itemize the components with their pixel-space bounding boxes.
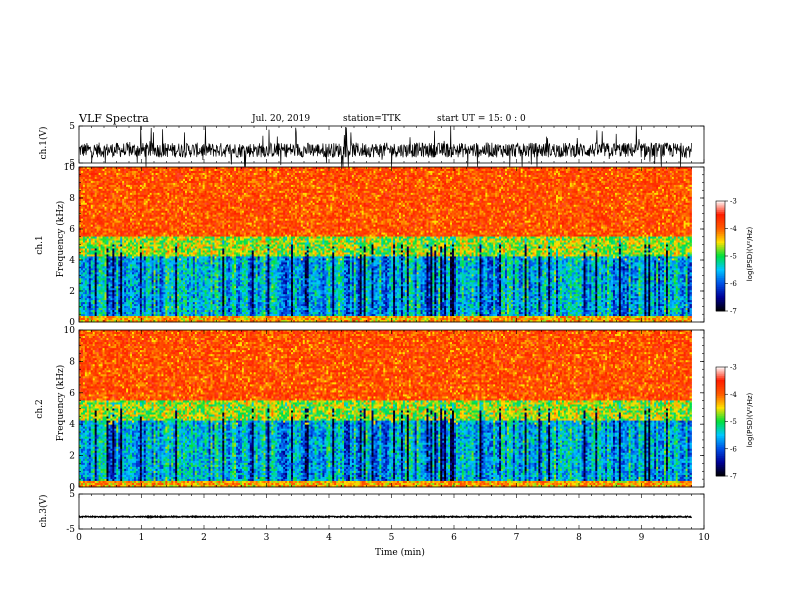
x-axis-label: Time (min) <box>375 548 425 558</box>
ch3-y-label: ch.3(V) <box>39 481 49 541</box>
colorbar-1-tick-3: -6 <box>730 280 737 288</box>
colorbar-2-tick-4: -7 <box>730 473 737 481</box>
x-tick-9: 9 <box>639 533 645 543</box>
ch3-waveform-trace <box>79 516 692 517</box>
ch1-waveform-tick-0: 5 <box>69 122 75 132</box>
ch3-waveform-tick-0: 5 <box>69 490 75 500</box>
time-axis: 0 1 2 3 4 5 6 7 8 9 10 <box>76 533 710 543</box>
colorbar-2-tick-1: -4 <box>730 391 737 399</box>
x-tick-4: 4 <box>326 533 332 543</box>
ch1-y-label: ch.1(V) <box>39 113 49 173</box>
spec2-tick-5: 10 <box>64 326 76 336</box>
colorbar-1-tick-2: -5 <box>730 253 737 261</box>
spec2-tick-2: 4 <box>69 420 75 430</box>
x-tick-10: 10 <box>698 533 710 543</box>
colorbar-1-tick-1: -4 <box>730 225 737 233</box>
x-tick-5: 5 <box>389 533 395 543</box>
x-tick-0: 0 <box>76 533 82 543</box>
spec1-cells <box>79 167 692 322</box>
x-tick-8: 8 <box>576 533 582 543</box>
ch3-waveform-frame <box>79 494 704 529</box>
colorbar-1-tick-0: -3 <box>730 198 737 206</box>
colorbar-2: -3 -4 -5 -6 -7 <box>716 364 737 481</box>
ch1-waveform-panel: 5-5 <box>66 122 704 169</box>
spec1-tick-3: 6 <box>69 225 75 235</box>
colorbar-2-tick-2: -5 <box>730 418 737 426</box>
spec1-y-label-channel: ch.1 <box>35 215 45 275</box>
spec2-y-label-frequency: Frequency (kHz) <box>56 353 66 453</box>
spec2-tick-4: 8 <box>69 357 75 367</box>
spec1-tick-4: 8 <box>69 194 75 204</box>
spec1-tick-2: 4 <box>69 256 75 266</box>
colorbar-1-tick-4: -7 <box>730 308 737 316</box>
ch3-waveform-tick-1: -5 <box>66 525 75 535</box>
x-tick-3: 3 <box>264 533 270 543</box>
colorbar-2-label: log(PSD)(V²/Hz) <box>746 380 754 460</box>
colorbar-1: -3 -4 -5 -6 -7 <box>716 198 737 316</box>
ch3-waveform-panel: 5 -5 <box>66 490 704 535</box>
spec2-tick-3: 6 <box>69 389 75 399</box>
ch1-waveform-trace <box>79 126 692 167</box>
colorbar-2-tick-0: -3 <box>730 364 737 372</box>
x-tick-1: 1 <box>139 533 145 543</box>
spec2-cells <box>79 330 692 487</box>
x-tick-7: 7 <box>514 533 520 543</box>
spec2-tick-1: 2 <box>69 452 75 462</box>
spec1-y-label-frequency: Frequency (kHz) <box>56 189 66 289</box>
colorbar-2-tick-3: -6 <box>730 445 737 453</box>
spec1-tick-1: 2 <box>69 287 75 297</box>
spec1-tick-5: 10 <box>64 163 76 173</box>
x-tick-6: 6 <box>451 533 457 543</box>
x-tick-2: 2 <box>201 533 207 543</box>
colorbar-1-label: log(PSD)(V²/Hz) <box>746 214 754 294</box>
spec2-y-label-channel: ch.2 <box>35 379 45 439</box>
